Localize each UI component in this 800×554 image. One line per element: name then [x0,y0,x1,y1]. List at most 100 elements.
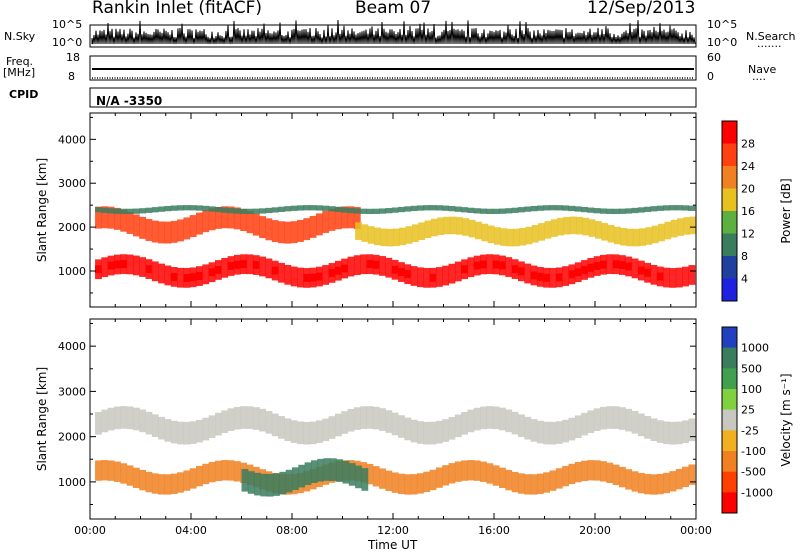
colorbar-tick-label: -1000 [741,486,773,499]
heat-cell [435,267,443,287]
heat-cell [355,465,362,489]
heat-cell [334,207,342,230]
x-tick-label: 04:00 [175,524,207,537]
noise-spikes [91,20,696,45]
heat-cell [101,460,109,481]
x-tick-label: 20:00 [579,524,611,537]
heat-cell [506,228,514,247]
heat-cell [689,216,697,235]
heat-cell [557,217,564,236]
nsearch-dots: ······· [757,40,782,53]
heat-cell [347,256,355,277]
noise-left-tick-bottom: 10^0 [52,36,83,49]
heat-cell [170,473,178,494]
heat-cell [303,421,311,445]
colorbar-tick-label: -500 [741,466,766,479]
heat-cell [221,410,229,434]
heat-cell [404,417,412,441]
heat-cell [328,208,336,231]
heat-cell [429,273,436,282]
heat-cell [107,261,114,270]
heat-cell [569,216,577,235]
heat-cell [519,228,527,246]
heat-cell [416,267,424,288]
heat-cell [214,206,222,213]
heat-cell [158,206,165,212]
heat-cell [95,207,102,213]
heat-cell [423,421,431,445]
heat-cell [132,208,140,214]
heat-cell [669,471,677,492]
heat-cell [613,226,621,245]
heat-cell [366,260,373,269]
heat-cell [183,273,190,282]
heat-cell [183,205,191,211]
colorbar-segment [722,256,737,279]
heat-cell [279,471,287,495]
heat-cell [303,205,311,211]
heat-cell [284,264,292,285]
heat-cell [435,205,443,211]
heat-cell [126,208,134,215]
y-tick-label: 4000 [58,133,86,146]
noise-left-tick-top: 10^5 [52,18,83,31]
heat-cell [247,471,255,494]
cpid-label: CPID [9,88,39,101]
heat-cell [543,205,551,211]
heat-cell [297,219,304,242]
heat-cell [531,225,539,243]
heat-cell [241,468,249,492]
heat-cell [139,409,147,433]
heat-cell [581,412,588,436]
heat-cell [101,207,109,213]
heat-cell [618,261,626,269]
heat-cell [461,411,468,435]
heat-cell [525,226,533,245]
colorbar-segment [722,121,737,144]
colorbar-tick-label: 1000 [741,342,769,355]
heat-cell [196,205,203,211]
y-axis-label: Slant Range [km] [35,158,49,262]
heat-cell [366,406,374,429]
heat-cell [323,458,331,481]
heat-cell [582,217,590,236]
x-tick-label: 00:00 [74,524,106,537]
heat-cell [374,227,381,246]
heat-cell [620,227,628,246]
heat-cell [292,467,299,490]
heat-cell [266,473,274,497]
noise-right-tick-bottom: 10^0 [707,36,738,49]
heat-cell [511,471,519,493]
heat-cell [120,208,128,215]
heat-cell [221,206,229,229]
heat-cell [126,465,134,486]
heat-cell [348,463,356,486]
heat-cell [164,419,172,442]
heat-cell [549,268,557,288]
heat-cell [442,205,450,211]
heat-cell [494,227,501,245]
heat-cell [480,461,487,482]
heat-cell [95,460,102,481]
heat-cell [505,257,513,277]
colorbar-tick-label: 8 [741,250,748,263]
heat-cell [410,474,418,495]
heat-cell [208,461,216,483]
heat-cell [341,207,349,213]
heat-cell [505,409,513,433]
heat-cell [688,265,696,285]
heat-cell [246,211,254,234]
heat-cell [341,264,348,273]
y-tick-label: 2000 [58,221,86,234]
heat-cell [304,462,312,486]
heat-cell [360,208,367,214]
freq-tick-top: 18 [66,51,80,64]
heat-cell [500,228,508,246]
heat-cell [424,220,432,239]
heat-cell [329,458,337,481]
heat-cell [208,415,216,439]
heat-cell [252,261,260,269]
heat-cell [486,406,494,429]
heat-cell [254,472,261,496]
heat-cell [651,225,659,244]
